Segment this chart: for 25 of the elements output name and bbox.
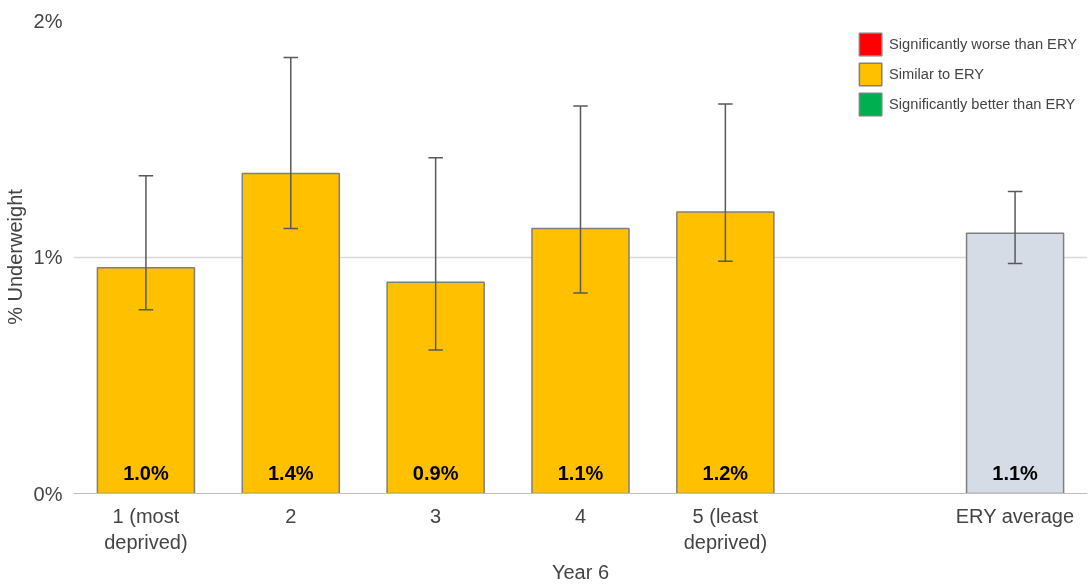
data-label: 1.1% [992, 461, 1039, 484]
x-tick-label: 4 [574, 504, 587, 527]
legend-label: Significantly worse than ERY [889, 36, 1077, 52]
legend-label: Significantly better than ERY [889, 96, 1076, 112]
legend-label: Similar to ERY [889, 66, 985, 82]
y-tick-label: 2% [33, 9, 63, 32]
y-tick-label: 1% [33, 246, 63, 268]
data-label: 1.4% [267, 461, 314, 484]
y-tick-label: 0% [33, 482, 63, 505]
bar [241, 172, 341, 494]
y-axis-title: % Underweight [3, 188, 26, 325]
x-tick-label: 1 (most deprived) [104, 504, 188, 553]
data-label: 1.0% [123, 461, 169, 484]
bar [676, 211, 775, 494]
data-label: 1.1% [557, 461, 604, 484]
x-tick-label: 5 (least deprived) [683, 504, 768, 553]
bar [531, 227, 630, 494]
bar [386, 281, 485, 494]
x-tick-label: 3 [430, 504, 442, 527]
data-label: 1.2% [702, 461, 749, 484]
bar [96, 266, 196, 494]
x-tick-label: ERY average [955, 504, 1075, 527]
x-tick-label: 2 [285, 504, 297, 527]
x-axis-title: Year 6 [551, 560, 610, 583]
data-label: 0.9% [412, 461, 459, 484]
